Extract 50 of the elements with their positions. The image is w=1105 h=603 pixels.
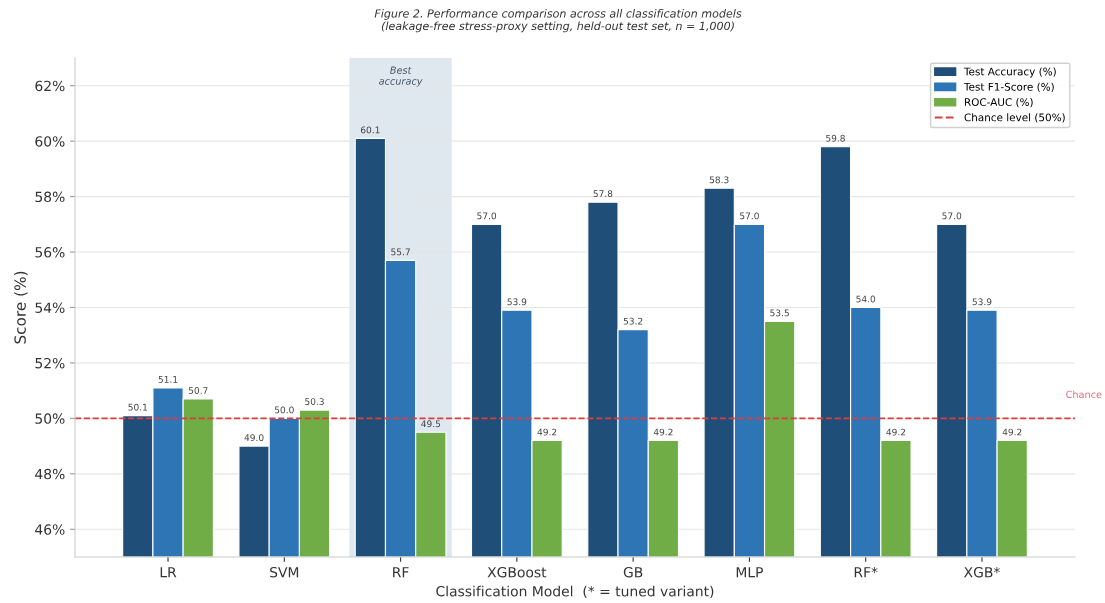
data-label: 53.5 — [770, 309, 789, 317]
x-tick-label: LR — [160, 567, 177, 578]
data-label: 50.0 — [274, 406, 294, 414]
data-label: 55.7 — [391, 248, 410, 256]
data-label: 53.9 — [507, 298, 527, 306]
x-axis-title: Classification Model (* = tuned variant) — [436, 585, 714, 599]
y-tick-label: 48% — [35, 468, 65, 480]
data-label: 49.2 — [1002, 428, 1022, 436]
y-axis-title: Score (%) — [14, 271, 28, 344]
band-label: Best accuracy — [379, 66, 423, 87]
legend-label: Test Accuracy (%) — [963, 67, 1056, 78]
data-label: 59.8 — [826, 134, 845, 142]
data-label: 50.1 — [128, 403, 148, 411]
legend-label: ROC-AUC (%) — [964, 97, 1033, 108]
data-label: 51.1 — [158, 376, 178, 383]
data-label: 50.3 — [305, 398, 324, 405]
data-label: 49.2 — [886, 428, 906, 436]
annotation: Chance — [1066, 390, 1102, 399]
y-tick-label: 56% — [35, 247, 65, 258]
x-tick-label: RF — [393, 567, 409, 578]
data-label: 54.0 — [856, 295, 876, 303]
data-label: 50.7 — [188, 387, 208, 394]
data-label: 57.0 — [740, 212, 759, 220]
legend-label: Test F1-Score (%) — [963, 82, 1054, 92]
x-tick-label: RF* — [854, 566, 878, 578]
data-label: 58.3 — [709, 176, 729, 184]
x-tick-label: GB — [623, 566, 643, 578]
y-tick-label: 60% — [35, 136, 65, 147]
y-tick-label: 46% — [35, 524, 65, 535]
chart-title: Figure 2. Performance comparison across all classification models (leakage-free stress-proxy setting, held-out test set, n = 1,000) — [374, 9, 742, 33]
data-label: 53.9 — [972, 298, 992, 306]
data-label: 57.8 — [593, 190, 613, 198]
x-tick-label: XGBoost — [487, 566, 547, 578]
data-label: 49.5 — [421, 420, 441, 428]
data-label: 49.2 — [653, 428, 673, 436]
y-tick-label: 50% — [35, 413, 65, 424]
data-label: 60.1 — [360, 126, 380, 134]
x-tick-label: MLP — [736, 567, 763, 578]
data-label: 53.2 — [623, 317, 643, 325]
data-label: 49.0 — [244, 434, 264, 442]
data-label: 57.0 — [942, 212, 962, 220]
y-tick-label: 58% — [35, 191, 65, 203]
x-tick-label: XGB* — [964, 566, 1000, 578]
data-label: 57.0 — [477, 212, 497, 220]
legend-label: Chance level (50%) — [964, 113, 1065, 123]
y-tick-label: 62% — [35, 80, 65, 92]
y-tick-label: 54% — [35, 302, 65, 313]
x-tick-label: SVM — [270, 566, 299, 578]
y-tick-label: 52% — [35, 357, 65, 369]
data-label: 49.2 — [537, 428, 557, 436]
